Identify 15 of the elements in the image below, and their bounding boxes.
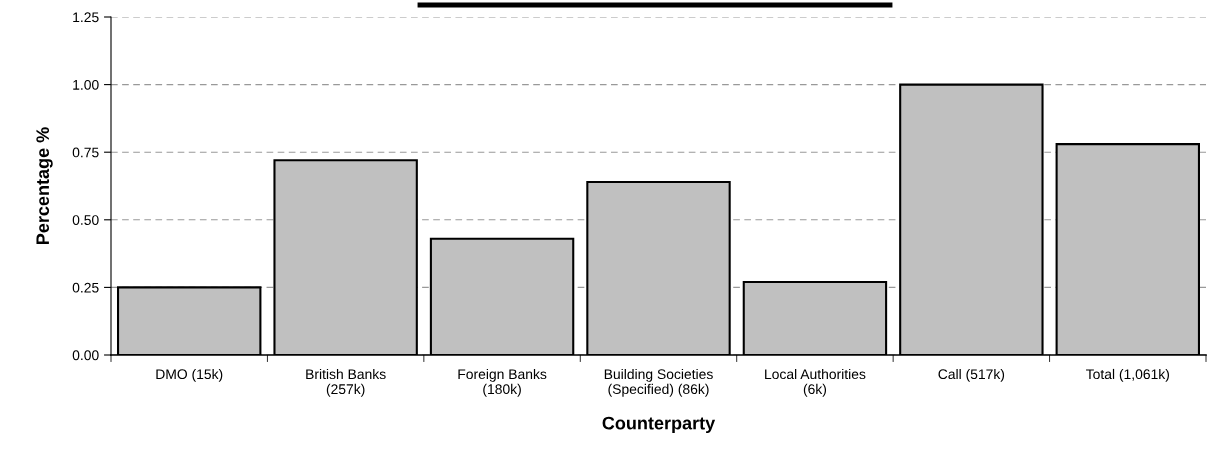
x-tick-label: Foreign Banks (180k)	[458, 368, 547, 397]
x-tick-label: British Banks (257k)	[306, 368, 386, 397]
y-tick-label: 0.25	[72, 282, 99, 293]
y-axis-title: Percentage %	[36, 127, 53, 244]
y-tick-label: 1.00	[73, 79, 99, 90]
y-tick-label: 1.25	[73, 12, 99, 23]
x-tick-label: DMO (15k)	[156, 368, 223, 382]
y-tick-label: 0.50	[72, 215, 99, 225]
y-tick-label: 0.00	[72, 350, 99, 361]
x-tick-label: Call (517k)	[938, 368, 1005, 382]
y-tick-label: 0.75	[72, 147, 99, 158]
x-axis-title: Counterparty	[602, 416, 716, 434]
x-tick-label: Local Authorities (6k)	[765, 368, 866, 397]
x-tick-label: Building Societies (Specified) (86k)	[604, 368, 713, 397]
x-tick-label: Total (1,061k)	[1086, 368, 1169, 382]
